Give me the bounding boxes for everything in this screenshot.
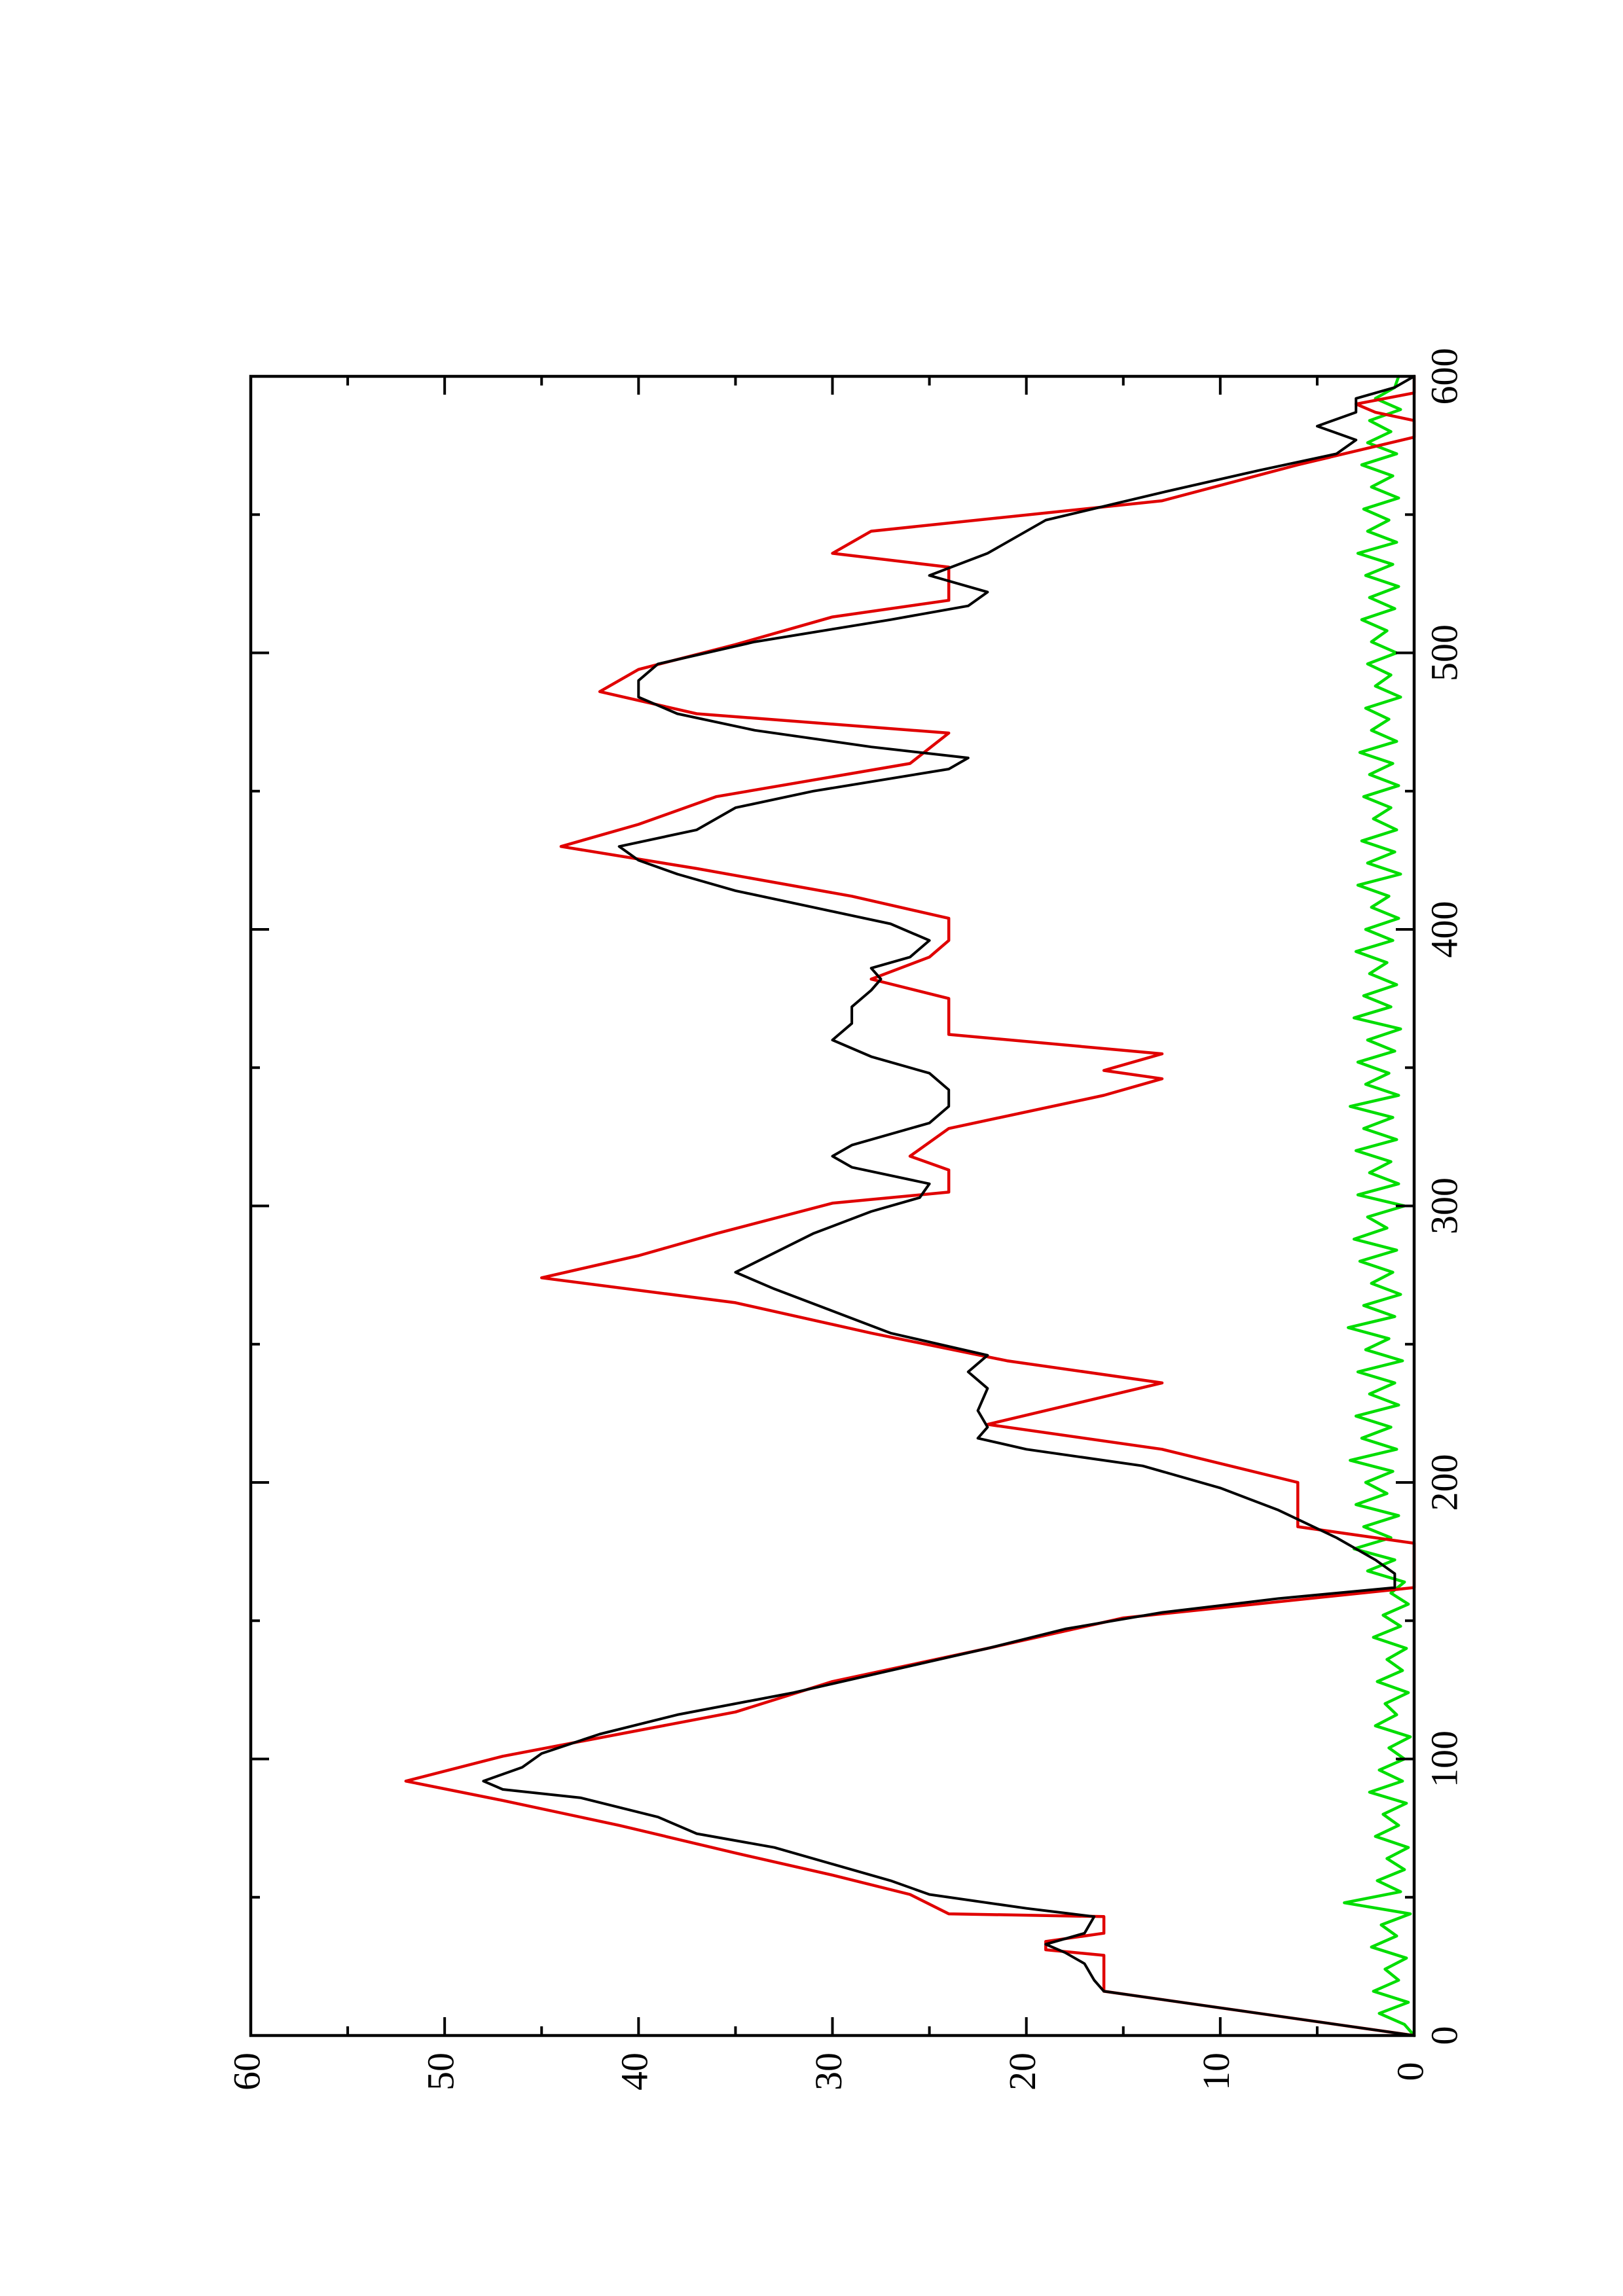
x-tick-label: 500: [1423, 624, 1465, 681]
series-layer: [404, 374, 1416, 2037]
tick-layer: [249, 375, 1415, 2037]
x-tick-label: 300: [1423, 1177, 1465, 1234]
x-tick-label: 600: [1423, 348, 1465, 405]
plot-frame: [249, 374, 1416, 2037]
x-tick-label: 400: [1423, 901, 1465, 958]
x-tick-label: 0: [1423, 2026, 1465, 2045]
tick-label-layer: 0 100 200 300 400 500 600 0 10 20 30 40 50 60: [225, 348, 1465, 2091]
y-tick-label: 50: [419, 2053, 462, 2090]
series-line-black: [482, 375, 1415, 2037]
series-line-red: [404, 374, 1416, 2037]
y-tick-label: 30: [807, 2053, 850, 2090]
y-tick-label: 0: [1389, 2062, 1431, 2081]
x-tick-label: 100: [1423, 1731, 1465, 1787]
y-tick-label: 10: [1195, 2053, 1237, 2090]
y-tick-label: 40: [613, 2053, 656, 2090]
y-tick-label: 60: [225, 2053, 268, 2090]
x-tick-label: 200: [1423, 1454, 1465, 1511]
y-tick-label: 20: [1001, 2053, 1044, 2090]
